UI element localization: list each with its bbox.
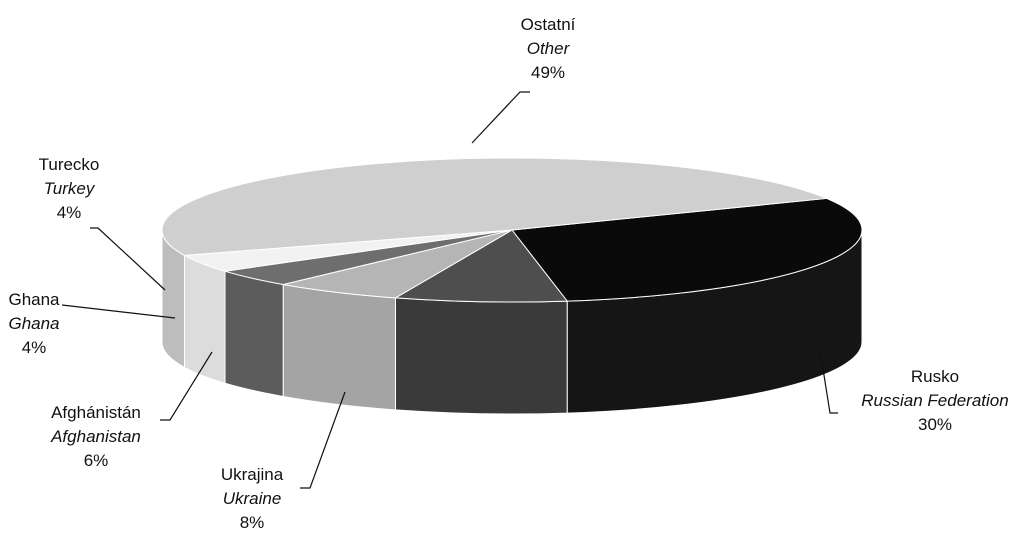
slice-label-en-afghanistan: Afghanistan <box>50 427 141 446</box>
leader-line-turkey <box>90 227 166 291</box>
slice-afghanistan <box>283 229 513 299</box>
pie-tops <box>161 157 863 303</box>
leader-line-ukraine <box>300 391 346 489</box>
leader-line-afghanistan <box>160 351 213 421</box>
slice-label-percent-afghanistan: 6% <box>84 451 109 470</box>
slice-label-percent-other: 49% <box>531 63 565 82</box>
slice-side-ghana <box>224 270 284 398</box>
slice-label-cs-afghanistan: Afghánistán <box>51 403 141 422</box>
slice-label-en-other: Other <box>527 39 571 58</box>
leader-line-ghana <box>61 304 176 319</box>
slice-side-ukraine <box>394 297 568 415</box>
slice-label-percent-ghana: 4% <box>22 338 47 357</box>
slice-labels: Rusko Russian Federation 30% Ukrajina Ukrain… <box>8 15 1008 532</box>
slice-label-cs-turkey: Turecko <box>39 155 100 174</box>
leader-line-other <box>471 91 530 144</box>
leader-line-russian-federation <box>819 349 838 414</box>
slice-label-cs-ghana: Ghana <box>8 290 60 309</box>
slice-label-cs-ukraine: Ukrajina <box>221 465 284 484</box>
slice-label-percent-ukraine: 8% <box>240 513 265 532</box>
slice-side-afghanistan <box>282 283 396 411</box>
slice-ukraine <box>393 229 569 303</box>
slice-label-percent-turkey: 4% <box>57 203 82 222</box>
slice-russian-federation <box>511 197 863 302</box>
slice-label-en-ukraine: Ukraine <box>223 489 282 508</box>
slice-label-en-russian-federation: Russian Federation <box>861 391 1008 410</box>
slice-label-percent-russian-federation: 30% <box>918 415 952 434</box>
slice-label-en-turkey: Turkey <box>44 179 96 198</box>
slice-other <box>161 157 827 256</box>
slice-label-en-ghana: Ghana <box>8 314 59 333</box>
slice-label-cs-other: Ostatní <box>521 15 576 34</box>
leader-lines <box>61 91 838 489</box>
slice-label-cs-russian-federation: Rusko <box>911 367 959 386</box>
pie-sides <box>161 229 863 415</box>
